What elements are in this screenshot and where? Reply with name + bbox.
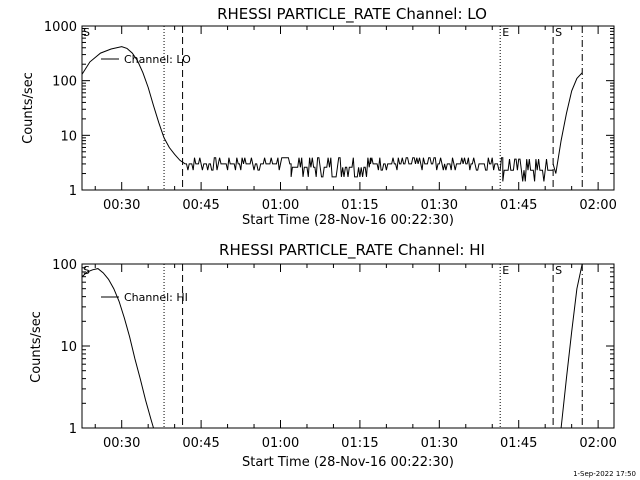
x-tick-label-lo: 00:45	[182, 198, 219, 213]
x-tick-label-hi: 00:30	[103, 436, 140, 451]
y-tick-label-hi: 1	[69, 422, 77, 437]
x-tick-label-hi: 00:45	[182, 436, 219, 451]
x-tick-label-lo: 00:30	[103, 198, 140, 213]
panel-hi: RHESSI PARTICLE_RATE Channel: HI 1 10 100 0…	[29, 241, 617, 470]
x-tick-label-hi: 01:00	[262, 436, 299, 451]
x-tick-label-lo: 01:45	[500, 198, 537, 213]
legend-label-lo: Channel: LO	[124, 53, 191, 66]
y-tick-label-lo: 1	[69, 184, 77, 199]
plot-frame-lo	[81, 25, 615, 191]
y-axis-label-hi: Counts/sec	[29, 311, 44, 383]
y-tick-label-hi: 10	[60, 340, 77, 355]
series-line-lo	[81, 46, 186, 165]
plot-frame-hi	[81, 263, 615, 429]
x-axis-label-hi: Start Time (28-Nov-16 00:22:30)	[242, 455, 454, 470]
y-tick-label-lo: 100	[52, 75, 77, 90]
chart-title-lo: RHESSI PARTICLE_RATE Channel: LO	[217, 5, 487, 24]
x-tick-label-hi: 01:45	[500, 436, 537, 451]
x-axis-label-lo: Start Time (28-Nov-16 00:22:30)	[242, 213, 454, 228]
marker-label-lo: E	[502, 26, 509, 39]
x-tick-label-lo: 01:15	[341, 198, 378, 213]
y-axis-label-lo: Counts/sec	[21, 72, 36, 144]
x-tick-label-hi: 01:15	[341, 436, 378, 451]
x-tick-label-lo: 01:30	[421, 198, 458, 213]
y-tick-label-lo: 1000	[44, 20, 77, 35]
date-stamp: 1-Sep-2022 17:50	[573, 470, 636, 478]
marker-label-hi: E	[502, 264, 509, 277]
marker-label-lo: S	[555, 26, 562, 39]
y-tick-label-lo: 10	[60, 129, 77, 144]
series-line-hi	[81, 268, 154, 429]
x-tick-label-hi: 01:30	[421, 436, 458, 451]
panel-lo: RHESSI PARTICLE_RATE Channel: LO 1 10 100 1…	[21, 5, 617, 228]
x-tick-label-hi: 02:00	[579, 436, 616, 451]
x-tick-label-lo: 02:00	[579, 198, 616, 213]
chart-title-hi: RHESSI PARTICLE_RATE Channel: HI	[219, 241, 485, 260]
marker-label-lo: S	[83, 26, 90, 39]
series-line-hi	[560, 263, 583, 429]
x-tick-label-lo: 01:00	[262, 198, 299, 213]
marker-label-hi: S	[83, 264, 90, 277]
y-tick-label-hi: 100	[52, 258, 77, 273]
series-line-lo	[552, 72, 583, 174]
series-line-lo	[185, 157, 554, 182]
marker-label-hi: S	[555, 264, 562, 277]
legend-label-hi: Channel: HI	[124, 291, 188, 304]
